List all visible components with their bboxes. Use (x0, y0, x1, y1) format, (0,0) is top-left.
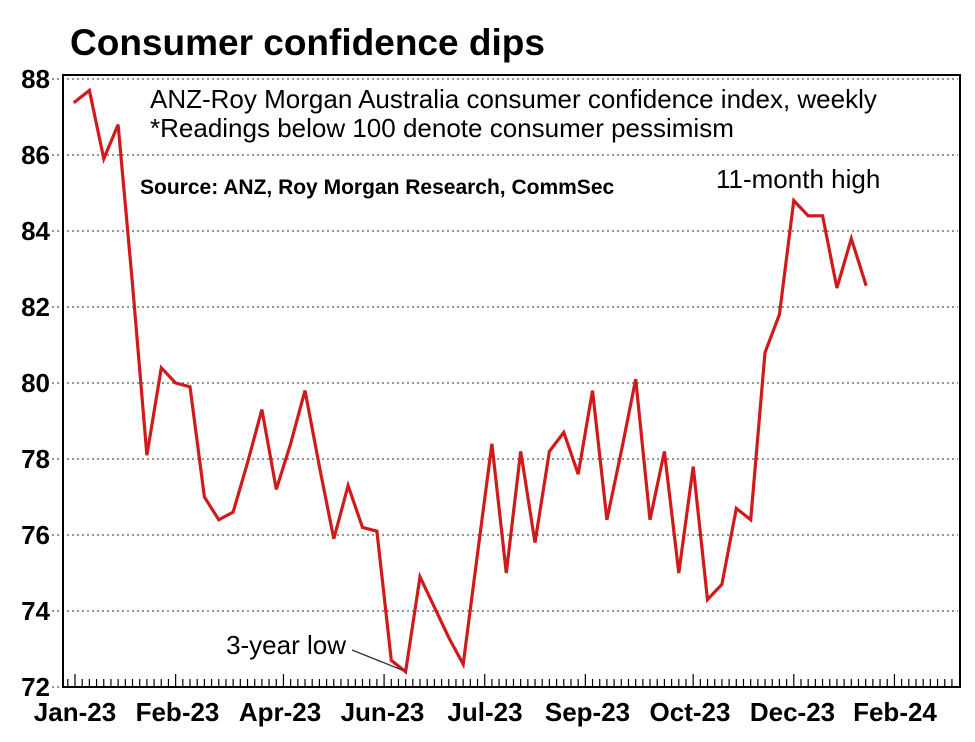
plot-border (62, 74, 961, 688)
chart-subtitle: ANZ-Roy Morgan Australia consumer confid… (150, 85, 877, 143)
y-tick-label-76: 76 (21, 520, 50, 550)
x-tick-label-Oct-23: Oct-23 (649, 697, 731, 727)
x-tick-label-Apr-23: Apr-23 (238, 697, 322, 727)
x-tick-label-Jul-23: Jul-23 (447, 697, 523, 727)
low-annotation-label: 3-year low (226, 630, 346, 660)
x-tick-label-Jan-23: Jan-23 (33, 697, 117, 727)
y-tick-label-82: 82 (21, 292, 50, 322)
chart-title: Consumer confidence dips (70, 22, 545, 63)
x-tick-label-Feb-23: Feb-23 (135, 697, 220, 727)
x-tick-label-Jun-23: Jun-23 (340, 697, 425, 727)
y-tick-label-80: 80 (21, 368, 50, 398)
x-tick-label-Feb-24: Feb-24 (853, 697, 937, 727)
x-axis-ticks (67, 674, 953, 687)
y-tick-label-78: 78 (21, 444, 50, 474)
low-annotation-pointer-line (351, 649, 403, 671)
y-tick-label-74: 74 (21, 596, 50, 626)
x-tick-label-Sep-23: Sep-23 (544, 697, 631, 727)
subtitle-line-2: *Readings below 100 denote consumer pess… (150, 113, 734, 143)
y-tick-label-86: 86 (21, 140, 50, 170)
source-note: Source: ANZ, Roy Morgan Research, CommSe… (140, 176, 615, 199)
y-tick-label-84: 84 (21, 216, 50, 246)
x-tick-label-Dec-23: Dec-23 (749, 697, 836, 727)
y-tick-label-88: 88 (21, 64, 50, 94)
subtitle-line-1: ANZ-Roy Morgan Australia consumer confid… (150, 84, 877, 114)
y-tick-label-72: 72 (21, 672, 50, 702)
high-annotation-label: 11-month high (716, 164, 881, 194)
confidence-line (72, 87, 868, 675)
